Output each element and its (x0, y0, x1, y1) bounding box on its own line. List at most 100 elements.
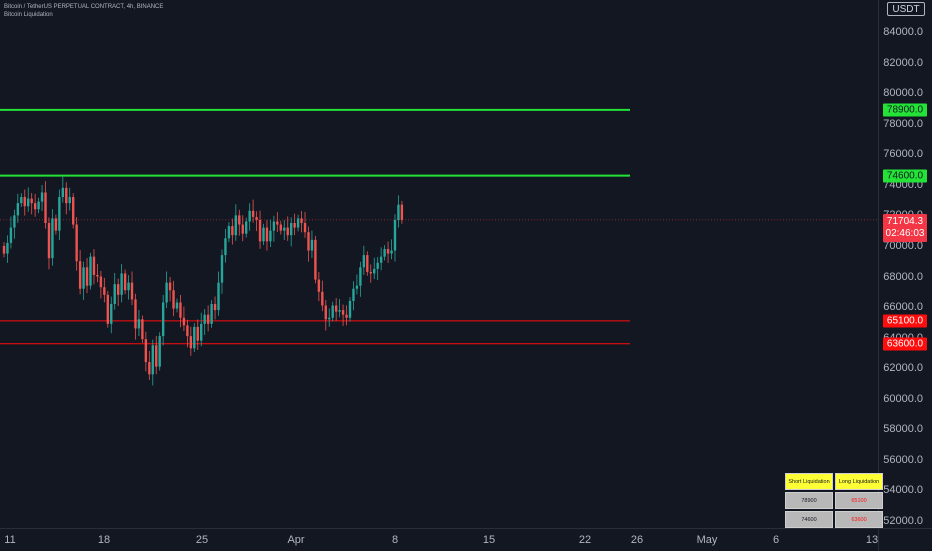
candle-body (23, 197, 26, 207)
candle-body (379, 256, 383, 263)
candle-body (265, 227, 269, 242)
candle-body (72, 197, 75, 225)
long-level-price-label: 65100.0 (883, 314, 927, 328)
candle-body (123, 273, 127, 291)
candle-body (65, 187, 68, 204)
candle-body (262, 227, 265, 242)
price-tick: 60000.0 (883, 392, 923, 405)
candle-body (314, 239, 317, 280)
symbol-title[interactable]: Bitcoin / TetherUS PERPETUAL CONTRACT, 4… (4, 4, 164, 10)
candle-body (58, 197, 61, 231)
price-tick: 68000.0 (883, 270, 923, 283)
candle-body (390, 250, 393, 254)
candle-body (196, 326, 199, 341)
candle-body (44, 192, 47, 224)
candle-body (175, 302, 179, 309)
candle-body (85, 267, 89, 286)
short-liquidation-value: 78900 (785, 492, 833, 509)
candle-body (383, 248, 386, 257)
long-liquidation-value: 65100 (835, 492, 883, 509)
candle-body (328, 317, 331, 320)
candle-body (283, 227, 286, 231)
price-tick: 54000.0 (883, 484, 923, 497)
candle-body (224, 238, 227, 256)
candle-body (106, 294, 109, 324)
chart-area[interactable] (0, 0, 878, 528)
candle-body (16, 203, 20, 216)
candle-body (203, 314, 206, 324)
candle-body (33, 203, 37, 210)
candle-body (227, 226, 231, 239)
candle-body (238, 215, 241, 225)
bar-countdown: 02:46:03 (885, 227, 925, 239)
candle-body (193, 326, 196, 349)
time-axis[interactable]: 11 18 25 Apr 8 15 22 26 May 6 13 (0, 528, 878, 551)
candle-body (6, 242, 9, 254)
candle-body (272, 221, 276, 231)
candle-body (300, 218, 303, 224)
time-tick: 18 (97, 534, 111, 546)
price-scale[interactable]: USDT 84000.0 82000.0 80000.0 78000.0 76000.0… (878, 0, 932, 528)
candle-body (68, 197, 71, 204)
candle-body (210, 304, 213, 324)
time-tick: 6 (772, 534, 780, 546)
candle-body (334, 305, 338, 312)
candle-body (245, 221, 248, 234)
candle-body (113, 284, 116, 305)
candle-body (386, 248, 390, 254)
time-tick: 15 (482, 534, 496, 546)
currency-button[interactable]: USDT (887, 2, 925, 16)
candle-body (30, 198, 33, 204)
long-liquidation-header: Long Liquidation (835, 473, 883, 490)
candle-body (258, 219, 262, 242)
candle-body (400, 204, 404, 220)
candle-body (397, 204, 400, 220)
short-level-price-label: 78900.0 (883, 103, 927, 117)
candle-body (9, 227, 13, 243)
candle-body (151, 345, 154, 375)
candle-body (307, 232, 310, 251)
candle-body (289, 223, 293, 236)
chart-legend: Bitcoin / TetherUS PERPETUAL CONTRACT, 4… (4, 3, 163, 19)
last-price-label: 71704.3 02:46:03 (883, 213, 927, 242)
price-tick: 58000.0 (883, 423, 923, 436)
candle-body (355, 285, 359, 289)
indicator-title[interactable]: Bitcoin Liquidation (4, 12, 53, 18)
price-tick: 70000.0 (883, 239, 923, 252)
candle-body (92, 256, 96, 275)
candle-body (369, 271, 372, 274)
candlestick-chart[interactable] (0, 0, 878, 528)
candle-body (40, 192, 44, 202)
price-tick: 52000.0 (883, 515, 923, 527)
candle-body (110, 304, 113, 324)
short-liquidation-value: 74600 (785, 511, 833, 528)
candle-body (51, 218, 54, 259)
candle-body (54, 218, 58, 231)
candle-body (189, 336, 193, 349)
price-tick: 82000.0 (883, 56, 923, 69)
candle-body (127, 282, 130, 291)
candle-body (148, 362, 151, 375)
time-tick: Apr (287, 534, 305, 546)
price-tick: 62000.0 (883, 362, 923, 375)
candle-body (20, 197, 23, 204)
candle-body (161, 302, 165, 337)
candle-body (220, 255, 224, 283)
time-tick: 26 (630, 534, 644, 546)
candle-body (376, 262, 379, 269)
candle-body (89, 256, 92, 286)
candle-body (116, 284, 120, 295)
candle-body (78, 261, 82, 289)
time-tick: 25 (195, 534, 209, 546)
candle-body (303, 223, 307, 233)
axis-corner (878, 528, 932, 551)
candle-body (348, 300, 352, 318)
candle-body (213, 304, 217, 311)
candle-body (2, 245, 6, 254)
candle-body (279, 224, 282, 231)
candle-body (321, 291, 324, 306)
candle-body (234, 215, 238, 236)
candle-body (27, 198, 30, 207)
candle-body (269, 230, 272, 242)
candle-body (217, 282, 220, 311)
